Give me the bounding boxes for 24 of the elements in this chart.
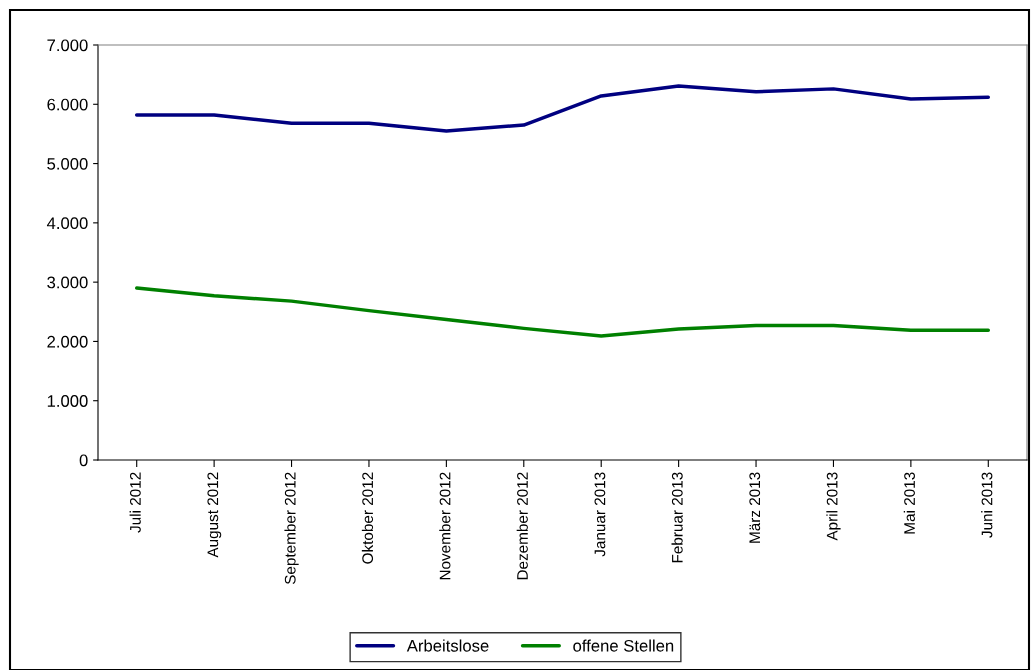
y-tick-label: 7.000 <box>47 39 88 52</box>
x-tick-label: August 2012 <box>207 472 222 558</box>
line-series <box>134 286 991 338</box>
x-tick-label: Juli 2012 <box>129 472 141 533</box>
y-tick-label: 0 <box>79 454 88 467</box>
y-tick-label: 6.000 <box>47 98 88 111</box>
x-tick-label: April 2013 <box>826 472 841 541</box>
line-series <box>134 84 991 133</box>
x-tick-label: Mai 2013 <box>903 472 915 534</box>
y-tick-label: 5.000 <box>47 157 88 170</box>
legend-label: offene Stellen <box>573 639 674 652</box>
x-tick-label: Dezember 2012 <box>516 472 528 580</box>
legend-label: Arbeitslose <box>406 639 489 652</box>
x-tick-label: Juni 2013 <box>981 472 993 538</box>
x-tick-label: November 2012 <box>439 472 451 580</box>
x-tick-label: Februar 2013 <box>671 472 683 563</box>
y-tick-label: 4.000 <box>46 217 88 230</box>
x-tick-label: März 2013 <box>749 472 761 543</box>
x-tick-label: Oktober 2012 <box>361 472 374 564</box>
y-tick-label: 1.000 <box>47 395 88 407</box>
y-tick-label: 3.000 <box>47 276 88 289</box>
x-tick-label: September 2012 <box>284 472 299 585</box>
x-tick-label: Januar 2013 <box>594 472 606 557</box>
y-tick-label: 2.000 <box>47 335 88 348</box>
